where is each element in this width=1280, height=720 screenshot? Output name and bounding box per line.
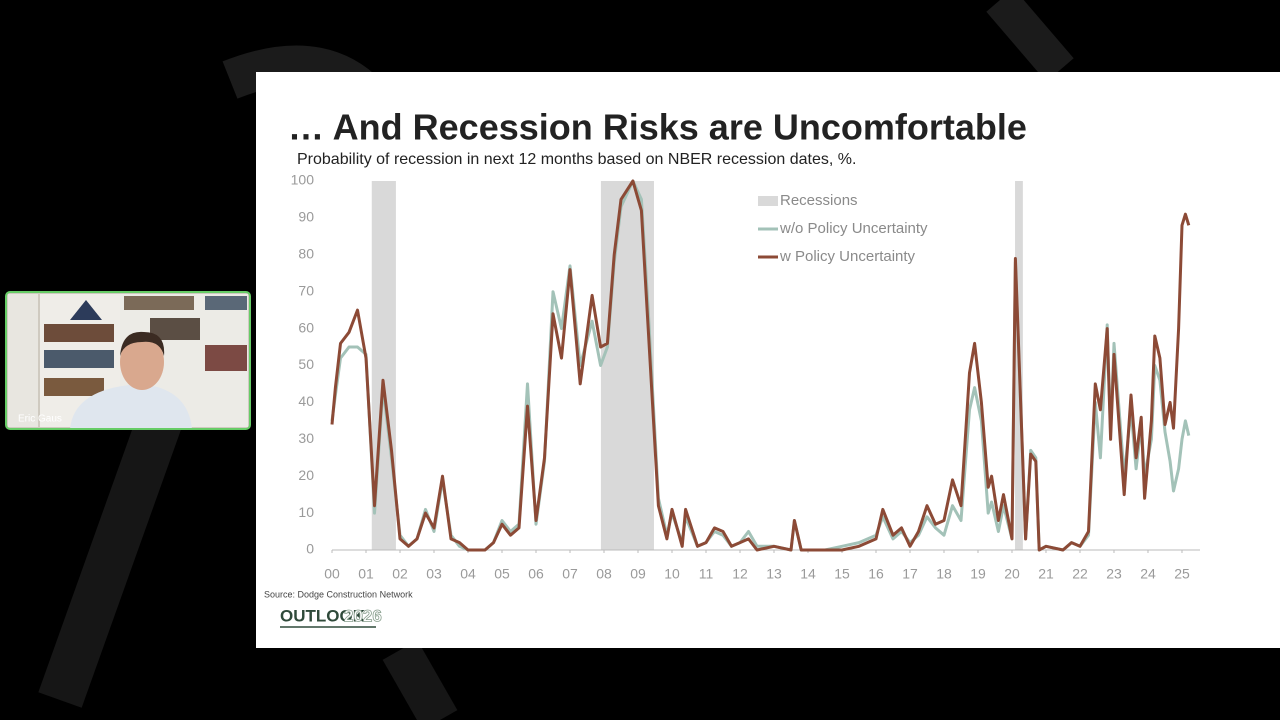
- video-border: [5, 291, 251, 430]
- y-tick-label: 100: [291, 172, 315, 188]
- x-tick-label: 10: [664, 566, 680, 582]
- y-tick-label: 40: [298, 393, 314, 409]
- video-books: [124, 296, 194, 310]
- logo-year: 2026: [344, 606, 382, 625]
- series-line: [330, 179, 1191, 552]
- video-person-hair: [120, 331, 165, 356]
- x-tick-label: 15: [834, 566, 850, 582]
- video-books: [44, 324, 114, 342]
- x-tick-label: 04: [460, 566, 476, 582]
- logo-word: OUTLOOK: [280, 606, 366, 625]
- video-books: [150, 318, 200, 340]
- y-tick-label: 80: [298, 246, 314, 262]
- x-tick-label: 12: [732, 566, 748, 582]
- x-tick-label: 22: [1072, 566, 1088, 582]
- x-tick-label: 11: [699, 566, 714, 582]
- legend-label: w/o Policy Uncertainty: [779, 220, 928, 237]
- y-tick-label: 50: [298, 356, 314, 372]
- source-note: Source: Dodge Construction Network: [264, 589, 413, 599]
- video-wall: [8, 294, 38, 427]
- video-books: [205, 345, 247, 371]
- y-tick-label: 30: [298, 430, 314, 446]
- x-tick-label: 25: [1174, 566, 1190, 582]
- y-tick-label: 90: [298, 209, 314, 225]
- video-tile: Eric Gaus: [5, 291, 251, 430]
- video-books: [44, 378, 104, 396]
- x-tick-label: 07: [562, 566, 578, 582]
- x-tick-label: 03: [426, 566, 442, 582]
- video-person-shirt: [70, 384, 192, 429]
- decor-arc: [382, 640, 458, 720]
- x-tick-label: 14: [800, 566, 816, 582]
- legend-swatch: [758, 196, 778, 206]
- y-tick-label: 10: [298, 504, 314, 520]
- x-tick-label: 05: [494, 566, 510, 582]
- x-tick-label: 08: [596, 566, 612, 582]
- video-books: [205, 296, 247, 310]
- chart: 0 10 20 30 40 50 60 70 80 90 100 00 01 02 03 04 05 06 07 08…: [291, 172, 1200, 582]
- x-tick-label: 09: [630, 566, 646, 582]
- x-tick-label: 00: [324, 566, 340, 582]
- x-tick-label: 19: [970, 566, 986, 582]
- x-tick-label: 01: [358, 566, 374, 582]
- decor-arc: [38, 412, 182, 708]
- y-tick-label: 20: [298, 467, 314, 483]
- decor-arc: [986, 0, 1074, 82]
- x-tick-label: 17: [902, 566, 918, 582]
- slide-title: … And Recession Risks are Uncomfortable: [288, 107, 1027, 148]
- x-tick-label: 13: [766, 566, 782, 582]
- y-tick-label: 60: [298, 319, 314, 335]
- x-tick-label: 24: [1140, 566, 1156, 582]
- recession-band: [600, 181, 654, 550]
- x-tick-label: 18: [936, 566, 952, 582]
- x-tick-label: 20: [1004, 566, 1020, 582]
- legend-label: Recessions: [780, 192, 858, 209]
- video-books: [44, 350, 114, 368]
- x-tick-label: 16: [868, 566, 884, 582]
- video-flag: [70, 300, 102, 320]
- y-tick-label: 70: [298, 282, 314, 298]
- slide-subtitle: Probability of recession in next 12 mont…: [297, 151, 856, 168]
- legend-label: w Policy Uncertainty: [779, 248, 916, 265]
- x-tick-label: 06: [528, 566, 544, 582]
- video-person-head: [120, 334, 164, 390]
- y-tick-label: 0: [306, 541, 314, 557]
- x-tick-label: 21: [1038, 566, 1054, 582]
- participant-name: Eric Gaus: [18, 414, 62, 425]
- x-tick-label: 23: [1106, 566, 1122, 582]
- x-tick-label: 02: [392, 566, 408, 582]
